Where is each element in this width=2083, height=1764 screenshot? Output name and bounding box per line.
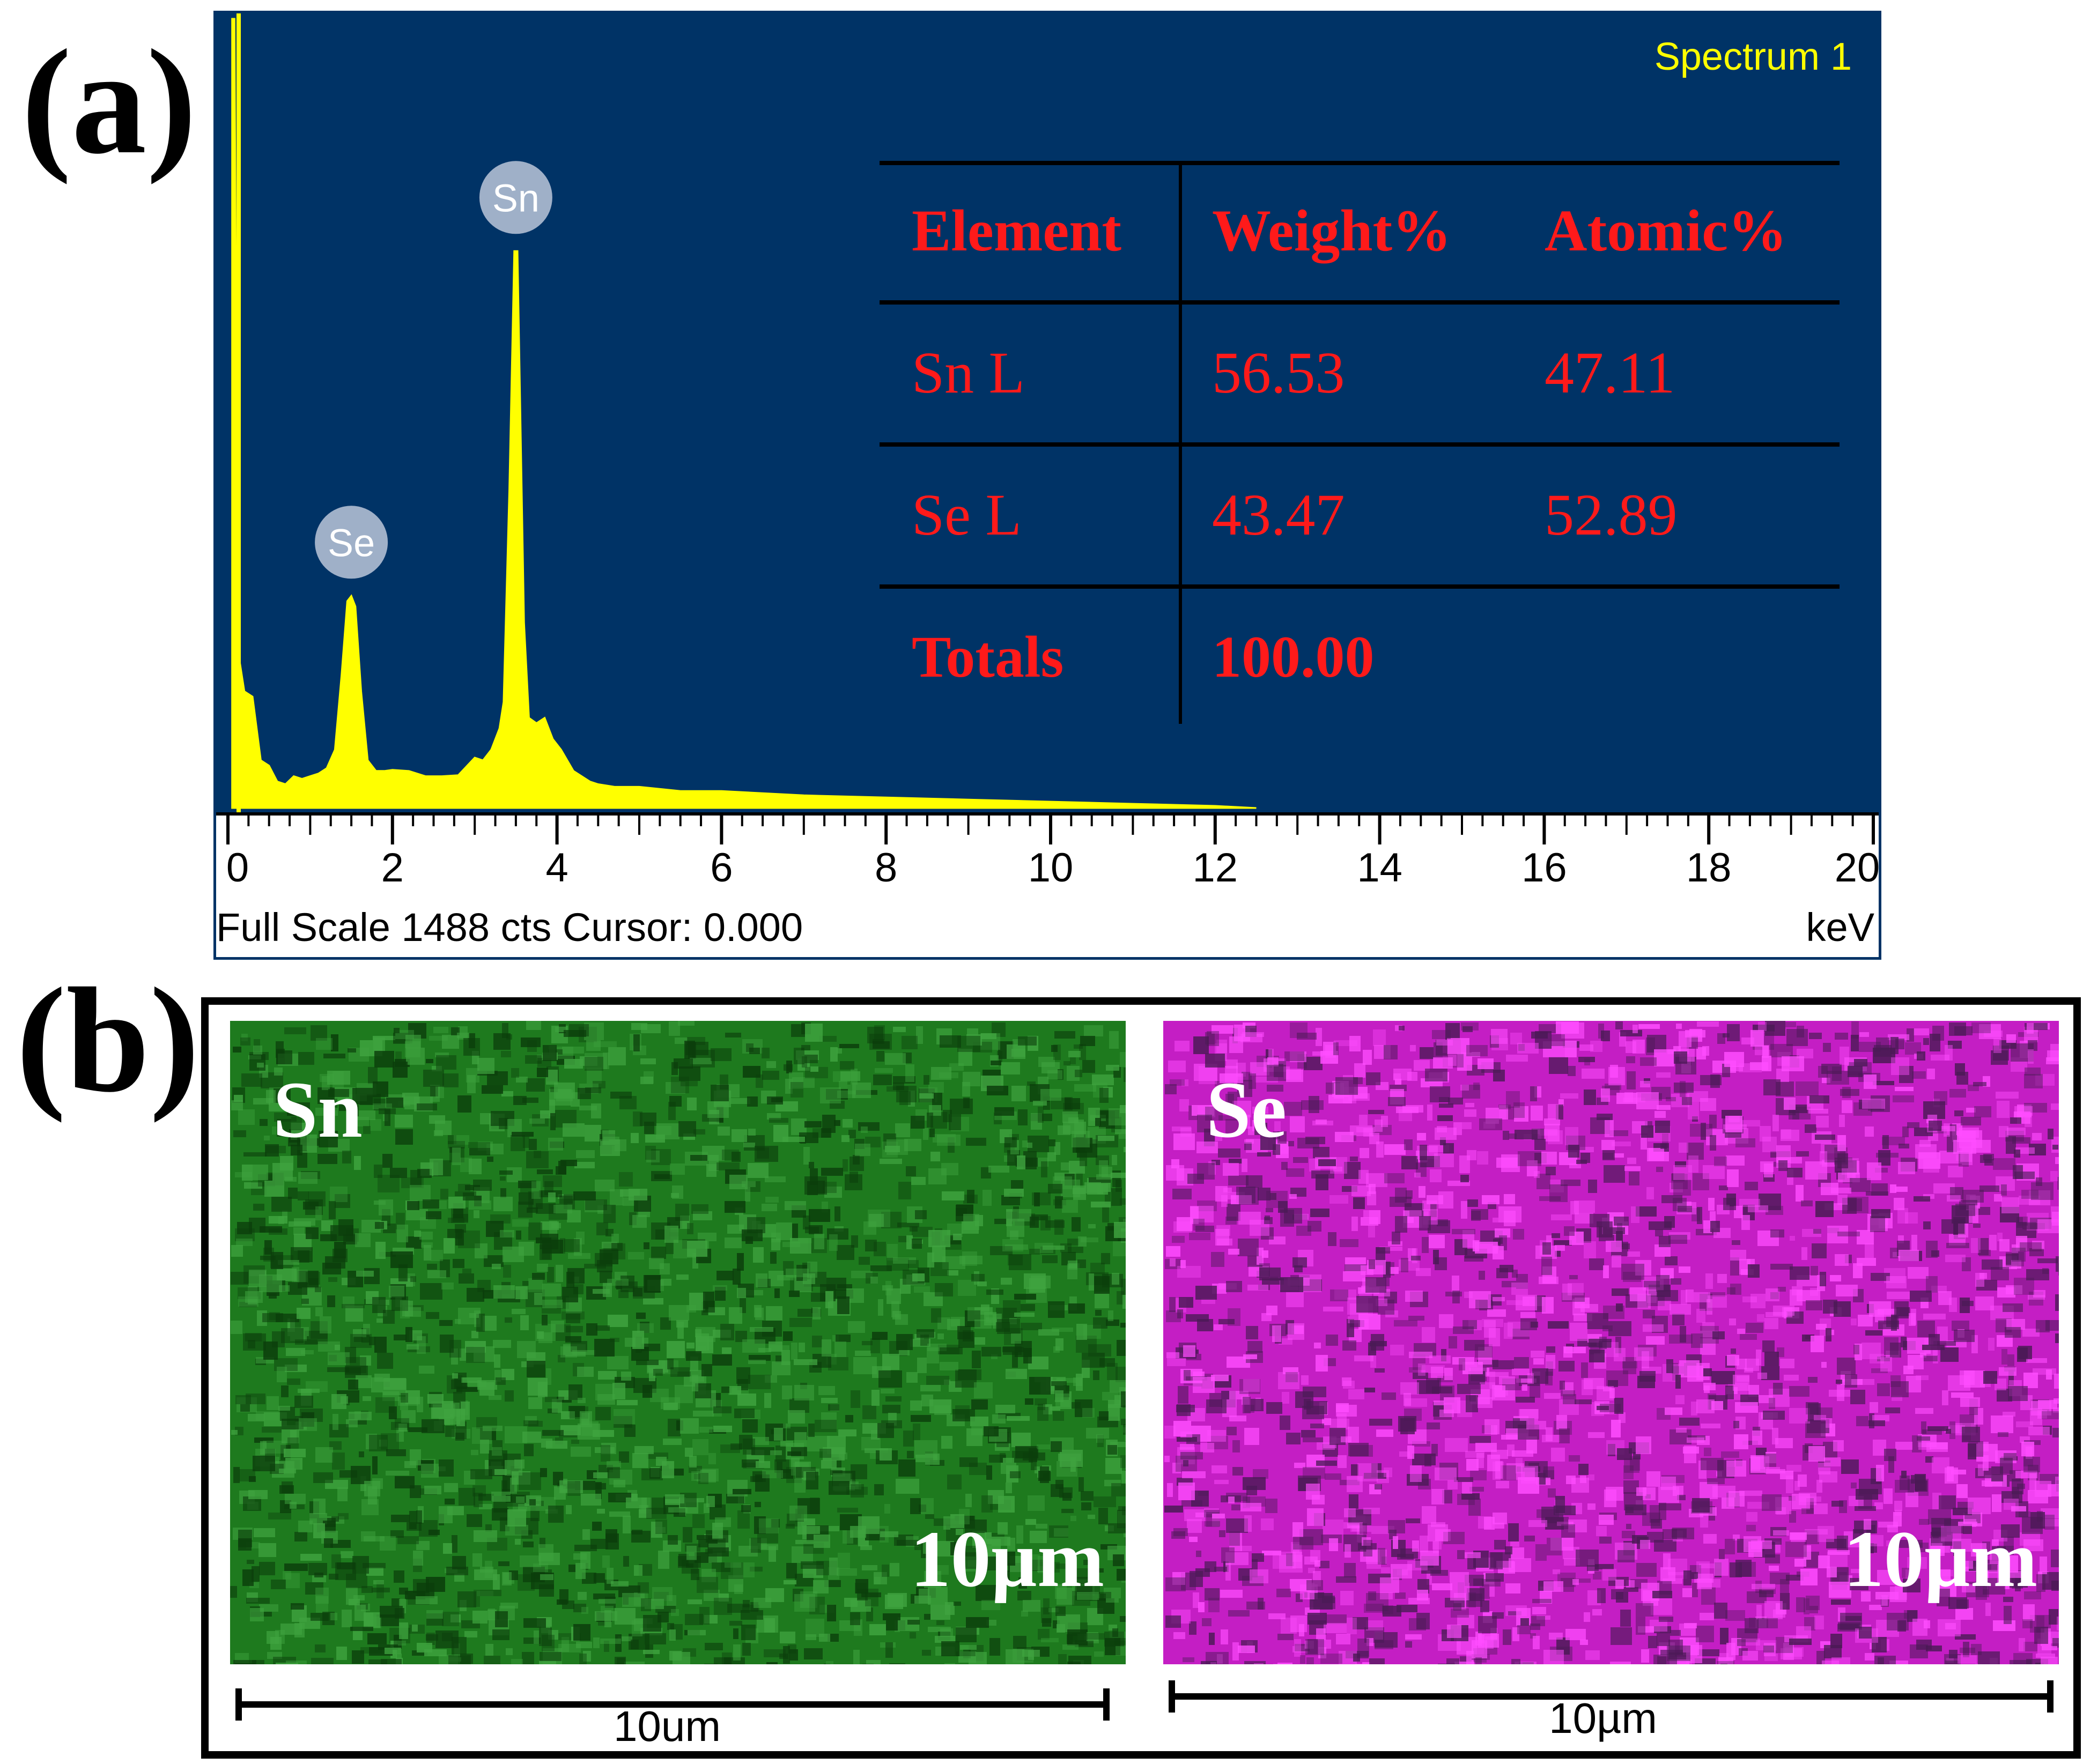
- x-tick-label: 8: [875, 845, 898, 891]
- x-tick-label: 20: [1834, 845, 1880, 891]
- sn-map-label: Sn: [273, 1065, 363, 1154]
- peak-badge-text: Se: [328, 522, 375, 565]
- spectrum-plot: Se Sn Spectrum 1: [216, 13, 1879, 812]
- x-tick-label: 18: [1686, 845, 1732, 891]
- sn-scalebar-label: 10um: [613, 1702, 721, 1750]
- x-axis-unit: keV: [1806, 905, 1874, 950]
- sn-map-scale-text: 10µm: [910, 1515, 1104, 1604]
- table-cell: 56.53: [1212, 340, 1345, 405]
- x-axis-ticks: [216, 812, 1879, 844]
- spectrum-chart: Se Sn: [231, 13, 1257, 812]
- sn-map-image: Sn 10µm: [230, 1021, 1126, 1664]
- table-header-weight: Weight%: [1212, 198, 1452, 263]
- peak-badge-text: Sn: [492, 177, 540, 220]
- table-totals-label: Totals: [912, 624, 1064, 690]
- table-rule: [880, 584, 1840, 589]
- table-header-element: Element: [912, 198, 1122, 263]
- table-rule: [880, 161, 1840, 165]
- elemental-maps-frame: Sn 10µm Se 10µm 10um 10µm: [201, 997, 2081, 1759]
- table-cell: Se L: [912, 482, 1022, 547]
- x-tick-label: 10: [1028, 845, 1074, 891]
- sn-map-texture: [230, 1021, 1126, 1664]
- se-map-image: Se 10µm: [1163, 1021, 2059, 1664]
- table-rule: [880, 442, 1840, 447]
- x-tick-label: 4: [545, 845, 568, 891]
- eds-results-table: Element Weight% Atomic% Sn L 56.53 47.11…: [880, 150, 1840, 724]
- x-tick-label: 14: [1357, 845, 1402, 891]
- table-header-atomic: Atomic%: [1545, 198, 1787, 263]
- status-footer: Full Scale 1488 cts Cursor: 0.000: [216, 905, 803, 950]
- table-totals-value: 100.00: [1212, 624, 1375, 690]
- x-tick-label: 16: [1521, 845, 1567, 891]
- spectrum-title: Spectrum 1: [1654, 35, 1852, 78]
- se-scalebar-label: 10µm: [1549, 1694, 1657, 1742]
- se-map-label: Se: [1206, 1065, 1287, 1154]
- se-scalebar: [1169, 1680, 2054, 1713]
- x-tick-label: 12: [1192, 845, 1238, 891]
- peak-badge: [315, 506, 388, 579]
- se-map-texture: [1164, 1021, 2059, 1664]
- x-tick-label: 0: [226, 845, 249, 891]
- table-cell: 43.47: [1212, 482, 1345, 547]
- panel-label-b: (b): [16, 957, 200, 1123]
- se-map-scale-text: 10µm: [1843, 1515, 2037, 1604]
- x-axis: 0 2 4 6 8 10 12 14 16 18 20 Full Scale 1488 cts Cu…: [216, 812, 1880, 957]
- x-tick-label: 2: [381, 845, 404, 891]
- sn-scalebar: [235, 1688, 1110, 1721]
- panel-label-a: (a): [21, 18, 197, 185]
- table-cell: Sn L: [912, 340, 1025, 405]
- table-cell: 47.11: [1545, 340, 1675, 405]
- table-rule: [880, 300, 1840, 305]
- peak-badge: [479, 161, 552, 234]
- peak-label-se: Se: [315, 506, 388, 579]
- peak-label-sn: Sn: [479, 161, 552, 234]
- x-tick-label: 6: [710, 845, 733, 891]
- table-cell: 52.89: [1545, 482, 1678, 547]
- table-divider: [1179, 161, 1182, 724]
- spectrum-series-0: [231, 18, 1257, 809]
